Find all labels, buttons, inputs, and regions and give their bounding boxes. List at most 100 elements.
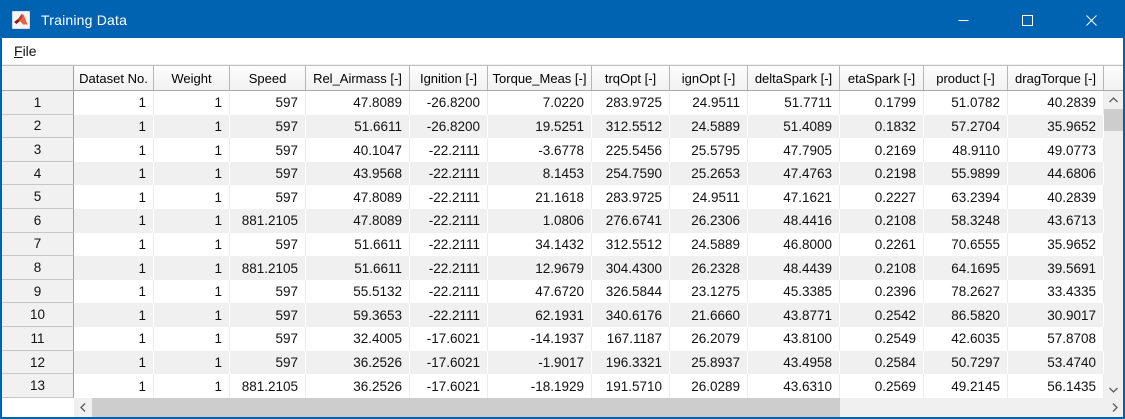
table-cell[interactable]: 1 xyxy=(74,209,154,233)
column-header[interactable]: deltaSpark [-] xyxy=(748,66,840,90)
table-cell[interactable]: 0.2569 xyxy=(840,374,924,398)
table-cell[interactable]: 1 xyxy=(74,327,154,351)
table-cell[interactable]: 26.0289 xyxy=(670,374,748,398)
table-cell[interactable]: 49.2145 xyxy=(924,374,1008,398)
table-cell[interactable]: 36.2526 xyxy=(306,374,410,398)
table-cell[interactable]: 191.5710 xyxy=(592,374,670,398)
table-cell[interactable]: 30.9017 xyxy=(1008,303,1104,328)
table-cell[interactable]: -14.1937 xyxy=(488,327,592,351)
horizontal-scroll-thumb[interactable] xyxy=(92,398,840,417)
table-cell[interactable]: 47.8089 xyxy=(306,91,410,115)
table-cell[interactable]: 1 xyxy=(154,161,230,186)
table-cell[interactable]: 1 xyxy=(154,350,230,375)
table-cell[interactable]: 0.2542 xyxy=(840,303,924,328)
table-cell[interactable]: 35.9652 xyxy=(1008,232,1104,257)
table-cell[interactable]: 0.2396 xyxy=(840,279,924,304)
horizontal-scroll-track[interactable] xyxy=(841,398,1106,417)
column-header[interactable]: ignOpt [-] xyxy=(670,66,748,90)
table-cell[interactable]: 196.3321 xyxy=(592,350,670,375)
table-cell[interactable]: 881.2105 xyxy=(230,374,306,398)
table-cell[interactable]: 0.2108 xyxy=(840,256,924,280)
maximize-button[interactable] xyxy=(995,2,1059,38)
table-cell[interactable]: 1 xyxy=(74,350,154,375)
table-cell[interactable]: 0.2198 xyxy=(840,161,924,186)
table-cell[interactable]: 1 xyxy=(154,185,230,210)
row-header[interactable]: 3 xyxy=(2,138,74,162)
table-cell[interactable]: 312.5512 xyxy=(592,232,670,257)
table-cell[interactable]: 35.9652 xyxy=(1008,114,1104,139)
table-cell[interactable]: 34.1432 xyxy=(488,232,592,257)
table-cell[interactable]: 45.3385 xyxy=(748,279,840,304)
vertical-scroll-thumb[interactable] xyxy=(1104,109,1123,131)
table-cell[interactable]: 25.5795 xyxy=(670,138,748,162)
table-cell[interactable]: 0.2549 xyxy=(840,327,924,351)
table-cell[interactable]: 57.8708 xyxy=(1008,327,1104,351)
table-cell[interactable]: 597 xyxy=(230,303,306,328)
row-header[interactable]: 4 xyxy=(2,161,74,186)
table-cell[interactable]: 597 xyxy=(230,279,306,304)
row-header[interactable]: 12 xyxy=(2,350,74,375)
table-cell[interactable]: 48.4439 xyxy=(748,256,840,280)
table-cell[interactable]: -22.2111 xyxy=(410,209,488,233)
table-cell[interactable]: 597 xyxy=(230,91,306,115)
table-cell[interactable]: 47.8089 xyxy=(306,185,410,210)
column-header[interactable]: product [-] xyxy=(924,66,1008,90)
scroll-down-button[interactable] xyxy=(1104,381,1123,398)
table-cell[interactable]: 32.4005 xyxy=(306,327,410,351)
table-cell[interactable]: 1 xyxy=(154,91,230,115)
row-header[interactable]: 5 xyxy=(2,185,74,210)
table-cell[interactable]: 597 xyxy=(230,161,306,186)
row-header[interactable]: 8 xyxy=(2,256,74,280)
table-cell[interactable]: 225.5456 xyxy=(592,138,670,162)
table-cell[interactable]: 56.1435 xyxy=(1008,374,1104,398)
table-cell[interactable]: 597 xyxy=(230,138,306,162)
column-header[interactable]: dragTorque [-] xyxy=(1008,66,1104,90)
table-cell[interactable]: 1 xyxy=(74,91,154,115)
table-cell[interactable]: 49.0773 xyxy=(1008,138,1104,162)
table-cell[interactable]: 881.2105 xyxy=(230,256,306,280)
table-cell[interactable]: 55.5132 xyxy=(306,279,410,304)
table-cell[interactable]: 283.9725 xyxy=(592,185,670,210)
table-cell[interactable]: 47.6720 xyxy=(488,279,592,304)
table-cell[interactable]: 0.1799 xyxy=(840,91,924,115)
table-cell[interactable]: 57.2704 xyxy=(924,114,1008,139)
table-cell[interactable]: -22.2111 xyxy=(410,185,488,210)
table-cell[interactable]: 340.6176 xyxy=(592,303,670,328)
vertical-scroll-track[interactable] xyxy=(1104,132,1123,381)
table-cell[interactable]: 24.5889 xyxy=(670,114,748,139)
table-cell[interactable]: 44.6806 xyxy=(1008,161,1104,186)
table-cell[interactable]: -17.6021 xyxy=(410,374,488,398)
table-cell[interactable]: 0.2108 xyxy=(840,209,924,233)
table-cell[interactable]: 283.9725 xyxy=(592,91,670,115)
table-cell[interactable]: 597 xyxy=(230,114,306,139)
table-cell[interactable]: 1 xyxy=(154,256,230,280)
table-cell[interactable]: 64.1695 xyxy=(924,256,1008,280)
table-cell[interactable]: 55.9899 xyxy=(924,161,1008,186)
table-cell[interactable]: -3.6778 xyxy=(488,138,592,162)
table-cell[interactable]: 58.3248 xyxy=(924,209,1008,233)
table-cell[interactable]: -26.8200 xyxy=(410,114,488,139)
table-cell[interactable]: 1 xyxy=(154,374,230,398)
table-cell[interactable]: 47.7905 xyxy=(748,138,840,162)
table-cell[interactable]: -22.2111 xyxy=(410,279,488,304)
table-cell[interactable]: 1 xyxy=(74,279,154,304)
table-cell[interactable]: 1 xyxy=(74,232,154,257)
table-cell[interactable]: 36.2526 xyxy=(306,350,410,375)
table-cell[interactable]: 40.1047 xyxy=(306,138,410,162)
column-header[interactable]: Weight xyxy=(154,66,230,90)
column-header[interactable]: etaSpark [-] xyxy=(840,66,924,90)
column-header[interactable]: Torque_Meas [-] xyxy=(488,66,592,90)
table-cell[interactable]: 1 xyxy=(74,114,154,139)
row-header[interactable]: 11 xyxy=(2,327,74,351)
table-cell[interactable]: 26.2328 xyxy=(670,256,748,280)
row-header[interactable]: 7 xyxy=(2,232,74,257)
table-cell[interactable]: 0.2261 xyxy=(840,232,924,257)
table-cell[interactable]: 1 xyxy=(154,138,230,162)
column-header[interactable]: Dataset No. xyxy=(74,66,154,90)
table-cell[interactable]: 40.2839 xyxy=(1008,91,1104,115)
table-cell[interactable]: 597 xyxy=(230,185,306,210)
table-cell[interactable]: 19.5251 xyxy=(488,114,592,139)
minimize-button[interactable] xyxy=(931,2,995,38)
table-cell[interactable]: 43.8771 xyxy=(748,303,840,328)
table-cell[interactable]: 24.9511 xyxy=(670,91,748,115)
